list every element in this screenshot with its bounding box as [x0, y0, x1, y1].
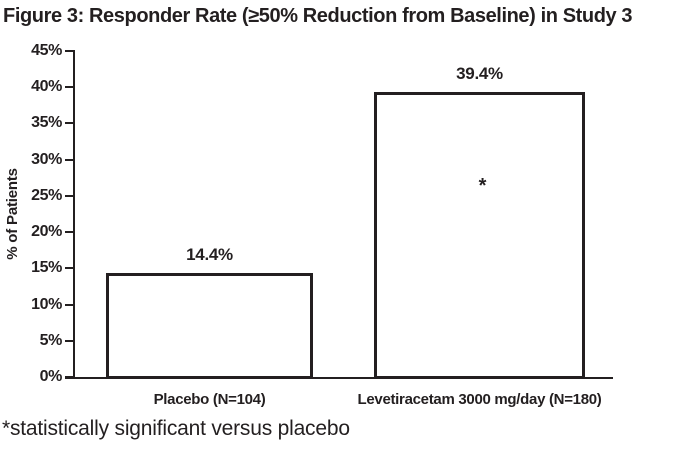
figure-title: Figure 3: Responder Rate (≥50% Reduction…	[3, 5, 633, 27]
bar-value-label: 14.4%	[186, 245, 233, 264]
y-tick-label: 30%	[31, 151, 62, 168]
y-tick-label: 25%	[31, 187, 62, 204]
y-axis-title: % of Patients	[4, 51, 22, 377]
y-tick-label: 40%	[31, 78, 62, 95]
bar-value-label: 39.4%	[456, 64, 503, 83]
y-tick	[65, 340, 75, 342]
bar-levetiracetam	[374, 92, 585, 379]
y-tick-label: 45%	[31, 42, 62, 59]
y-tick	[65, 86, 75, 88]
y-tick	[65, 195, 75, 197]
y-tick	[65, 122, 75, 124]
y-tick	[65, 50, 75, 52]
y-tick-label: 10%	[31, 296, 62, 313]
y-tick-label: 0%	[39, 368, 63, 385]
y-tick-label: 20%	[31, 223, 62, 240]
y-tick	[65, 304, 75, 306]
y-tick	[65, 267, 75, 269]
x-axis-line	[65, 377, 613, 379]
x-category-label: Placebo (N=104)	[153, 391, 266, 408]
y-tick	[65, 376, 75, 378]
y-tick	[65, 231, 75, 233]
y-tick-label: 35%	[31, 114, 62, 131]
y-tick	[65, 159, 75, 161]
footnote: *statistically significant versus placeb…	[2, 417, 350, 440]
y-tick-label: 5%	[39, 332, 63, 349]
significance-asterisk: *	[478, 175, 487, 197]
y-axis-title-text: % of Patients	[4, 168, 21, 260]
bar-placebo	[106, 273, 313, 379]
y-tick-label: 15%	[31, 259, 62, 276]
y-axis-line	[73, 51, 75, 379]
x-category-label: Levetiracetam 3000 mg/day (N=180)	[357, 391, 602, 408]
